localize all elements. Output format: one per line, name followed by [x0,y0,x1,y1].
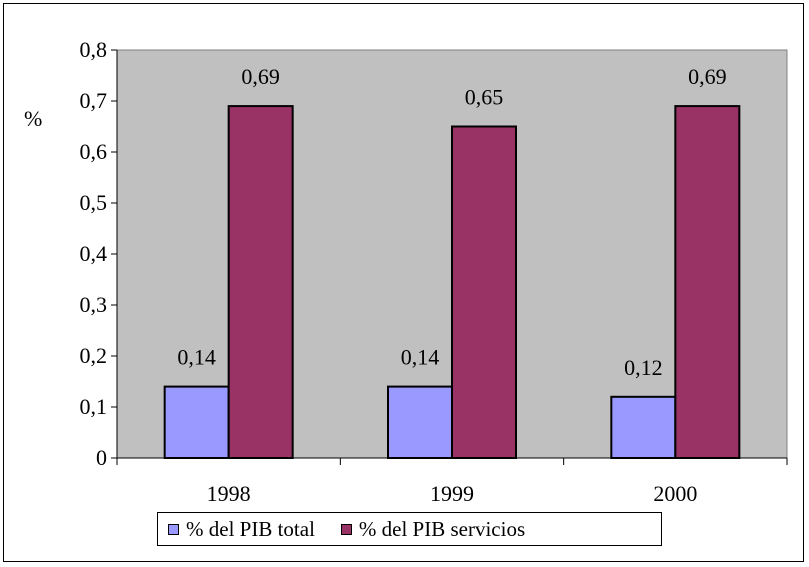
y-tick-label-4: 0,4 [80,241,108,266]
bar-servicios-1998 [227,105,294,459]
y-tick-label-0: 0 [96,445,107,470]
x-tick-label-1998: 1998 [207,481,251,506]
y-tick-label-1: 0,1 [80,394,108,419]
x-tick-label-2000: 2000 [653,481,697,506]
bar-servicios-2000 [674,105,741,459]
data-label-servicios-1998: 0,69 [241,64,280,89]
legend-label-servicios: % del PIB servicios [358,516,526,541]
y-tick-label-6: 0,6 [80,139,108,164]
y-tick-label-8: 0,8 [80,37,108,62]
legend-swatch-total [168,523,179,535]
y-tick-label-2: 0,2 [80,343,108,368]
data-label-total-2000: 0,12 [624,355,663,380]
bar-total-1999 [387,385,453,460]
data-label-servicios-1999: 0,65 [465,85,504,110]
y-tick-label-7: 0,7 [80,88,108,113]
y-tick-label-5: 0,5 [80,190,108,215]
data-label-total-1998: 0,14 [177,345,216,370]
x-tick-label-1999: 1999 [430,481,474,506]
data-label-servicios-2000: 0,69 [688,64,727,89]
legend-swatch-servicios [340,523,352,535]
bar-total-2000 [610,395,677,459]
bar-servicios-1999 [451,125,517,459]
y-tick-label-3: 0,3 [80,292,108,317]
y-axis-label: % [24,106,43,131]
legend-label-total: % del PIB total [186,516,315,541]
legend-item-total: % del PIB total [168,517,315,542]
legend-item-servicios: % del PIB servicios [340,516,526,542]
legend: % del PIB total % del PIB servicios [157,512,662,546]
data-label-total-1999: 0,14 [401,345,440,370]
bar-total-1998 [163,385,230,460]
